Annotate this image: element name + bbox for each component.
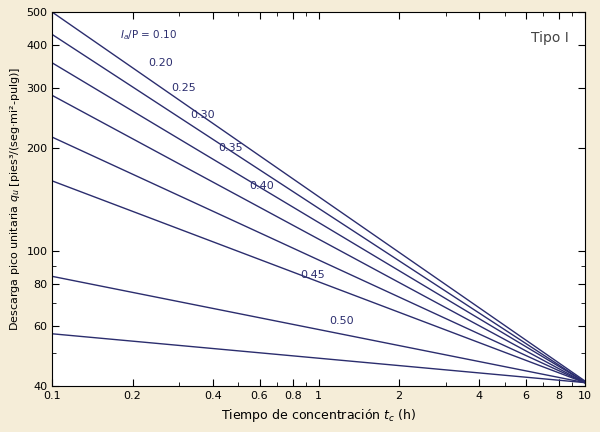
Text: 0.20: 0.20 bbox=[149, 58, 173, 68]
Text: $I_a$/P = 0.10: $I_a$/P = 0.10 bbox=[121, 28, 178, 41]
Text: 0.25: 0.25 bbox=[172, 83, 196, 93]
X-axis label: Tiempo de concentración $t_c$ (h): Tiempo de concentración $t_c$ (h) bbox=[221, 407, 416, 424]
Text: 0.45: 0.45 bbox=[300, 270, 325, 280]
Text: 0.40: 0.40 bbox=[250, 181, 274, 191]
Text: 0.50: 0.50 bbox=[329, 316, 354, 326]
Text: 0.35: 0.35 bbox=[218, 143, 243, 153]
Text: Tipo I: Tipo I bbox=[531, 31, 569, 45]
Y-axis label: Descarga pico unitaria $q_u$ [pies³/(seg·mi²-pulg)]: Descarga pico unitaria $q_u$ [pies³/(seg… bbox=[8, 67, 22, 331]
Text: 0.30: 0.30 bbox=[190, 110, 215, 120]
